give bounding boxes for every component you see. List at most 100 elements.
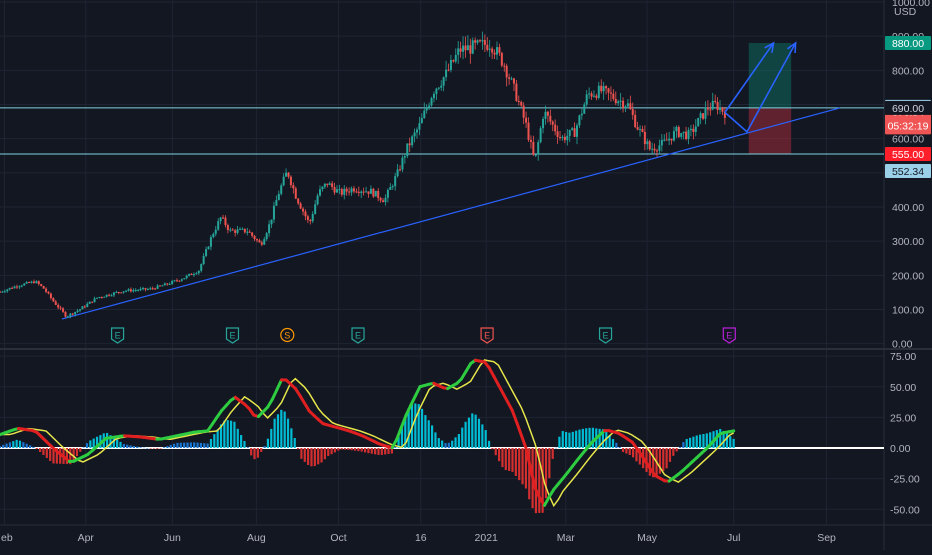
countdown-label: 05:32:19 [888,120,929,132]
candle-body [401,158,403,170]
candle-body [4,291,6,292]
histogram-bar [263,446,265,448]
long-position-box[interactable] [749,43,791,154]
candle-body [445,70,447,77]
candle-body [86,304,88,307]
candle-body [668,139,670,141]
event-label: E [726,331,732,341]
candle-body [397,169,399,176]
candle-body [103,297,105,298]
histogram-bar [16,440,18,448]
main-line-segment [517,423,522,436]
candle-body [319,189,321,195]
time-tick-label: Jun [164,532,181,544]
histogram-bar [421,409,423,448]
candle-body [717,102,719,110]
price-tick-label: 400.00 [892,202,924,214]
histogram-bar [696,435,698,448]
candle-body [152,288,154,289]
candle-body [324,184,326,187]
histogram-bar [585,428,587,448]
candle-body [554,125,556,132]
price-axis[interactable]: USD1000.00900.00800.00700.00600.00500.00… [890,0,930,516]
histogram-bar [250,448,252,455]
candle-body [515,84,517,101]
candle-body [176,280,178,281]
histogram-bar [498,448,500,461]
candle-body [343,189,345,195]
histogram-bar [180,443,182,448]
histogram-bar [153,448,155,449]
candle-body [506,66,508,77]
candle-body [266,233,268,239]
time-tick-label: eb [1,532,13,544]
event-marker[interactable]: E [226,328,238,343]
candle-body [389,187,391,190]
candle-body [489,49,491,50]
candle-body [33,282,35,284]
histogram-bar [441,441,443,448]
candle-body [89,302,91,304]
candle-body [399,169,401,170]
histogram-bar [371,448,373,454]
candle-body [132,290,134,291]
candle-body [561,137,563,138]
histogram-bar [361,448,363,452]
candle-body [64,312,66,317]
histogram-bar [270,429,272,448]
candle-body [69,314,71,317]
event-marker[interactable]: S [281,329,294,342]
histogram-bar [284,412,286,448]
candle-body [658,145,660,150]
main-line-segment [277,380,282,390]
candle-body [639,129,641,130]
candle-body [612,94,614,99]
histogram-bar [454,437,456,448]
candle-body [574,128,576,137]
histogram-bar [227,420,229,448]
event-marker[interactable]: E [600,328,612,343]
candle-body [719,107,721,110]
candle-body [244,229,246,233]
event-marker[interactable]: E [481,328,493,343]
candle-body [632,109,634,115]
candle-body [135,290,137,291]
histogram-bar [330,448,332,454]
candle-body [127,289,129,290]
histogram-bar [156,448,158,449]
candle-body [494,53,496,55]
candle-body [91,302,93,303]
candle-body [372,189,374,197]
candle-body [576,125,578,137]
candle-body [535,155,537,156]
histogram-bar [733,439,735,448]
candle-body [595,96,597,98]
histogram-bar [217,429,219,448]
candle-body [43,286,45,289]
histogram-bar [223,421,225,448]
histogram-bar [481,424,483,448]
candle-body [96,298,98,299]
price-tick-label: 800.00 [892,65,924,77]
candle-body [188,274,190,276]
time-tick-label: 16 [415,532,427,544]
histogram-bar [622,448,624,452]
histogram-bar [136,447,138,448]
candle-body [38,281,40,284]
histogram-bar [478,419,480,448]
candle-body [254,236,256,239]
trendline[interactable] [62,108,840,319]
time-tick-label: Jul [727,532,740,544]
candle-body [707,107,709,109]
candle-body [673,131,675,140]
candle-body [84,306,86,307]
candle-body [578,115,580,125]
time-tick-label: 2021 [475,532,499,544]
event-marker[interactable]: E [112,328,124,343]
candle-body [106,295,108,297]
event-marker[interactable]: E [352,328,364,343]
